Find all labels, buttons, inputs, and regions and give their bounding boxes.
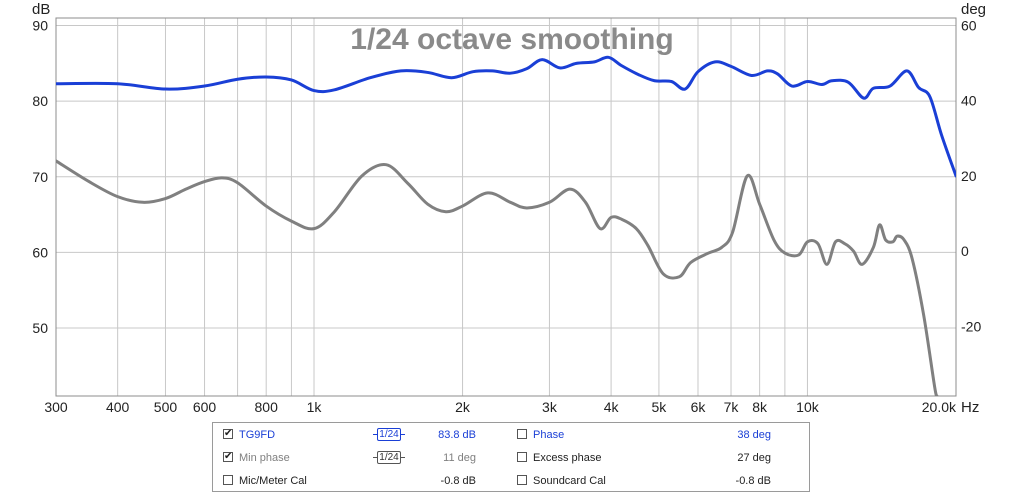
right-axis-tick-label: -20	[961, 318, 981, 334]
phase-label: Phase	[533, 429, 565, 441]
tg9fd-smoothing-selector[interactable]: 1/24	[373, 428, 407, 442]
min-phase-smoothing-selector[interactable]: 1/24	[373, 451, 407, 465]
legend-row: ✔ Min phase 1/24 11 deg Excess phase 27 …	[213, 449, 809, 467]
left-axis-tick-label: 80	[32, 93, 48, 109]
x-axis-tick-label: 2k	[455, 399, 471, 415]
legend-panel: ✔ TG9FD 1/24 83.8 dB Phase 38 deg ✔ Min …	[212, 422, 810, 492]
x-axis-tick-label: 300	[44, 399, 68, 415]
right-axis-tick-label: 20	[961, 168, 977, 184]
x-axis-tick-label: 5k	[652, 399, 668, 415]
x-axis-tick-label: 500	[154, 399, 178, 415]
soundcard-cal-value: -0.8 dB	[735, 475, 771, 487]
right-axis-tick-label: 40	[961, 93, 977, 109]
min-phase-smoothing-value: 1/24	[377, 451, 401, 464]
x-axis-tick-label: 800	[255, 399, 279, 415]
x-axis-tick-label: 6k	[691, 399, 707, 415]
x-axis-tick-label: 20.0k	[922, 399, 957, 415]
x-axis-tick-label: 600	[193, 399, 217, 415]
min-phase-line	[56, 159, 939, 396]
series-layer	[56, 55, 956, 396]
plot-border	[55, 17, 957, 397]
soundcard-cal-checkbox[interactable]	[517, 475, 527, 485]
frequency-response-chart: 90 80 70 60 50 60 40 20 0 -20 300 400 500 600 800 1k 2k 3…	[32, 1, 986, 416]
min-phase-value: 11 deg	[443, 452, 476, 464]
x-axis-unit: Hz	[961, 399, 979, 416]
x-axis-tick-label: 7k	[724, 399, 740, 415]
tg9fd-line	[56, 55, 956, 178]
min-phase-label: Min phase	[239, 452, 290, 464]
left-axis-tick-label: 50	[32, 320, 48, 336]
left-axis-tick-label: 90	[32, 18, 48, 34]
mic-meter-cal-checkbox[interactable]	[223, 475, 233, 485]
x-axis-tick-label: 400	[106, 399, 130, 415]
mic-meter-cal-value: -0.8 dB	[440, 475, 476, 487]
left-axis-unit: dB	[32, 1, 50, 18]
x-axis-tick-label: 1k	[307, 399, 323, 415]
tg9fd-value: 83.8 dB	[438, 429, 476, 441]
min-phase-checkbox[interactable]: ✔	[223, 451, 233, 462]
phase-value: 38 deg	[737, 429, 771, 441]
phase-checkbox[interactable]	[517, 429, 527, 439]
chart-title: 1/24 octave smoothing	[350, 23, 673, 56]
x-axis-tick-label: 3k	[542, 399, 558, 415]
x-axis-tick-label: 8k	[752, 399, 768, 415]
excess-phase-value: 27 deg	[737, 452, 771, 464]
legend-row: ✔ TG9FD 1/24 83.8 dB Phase 38 deg	[213, 426, 809, 444]
right-axis-tick-label: 0	[961, 243, 969, 259]
legend-row: Mic/Meter Cal -0.8 dB Soundcard Cal -0.8…	[213, 472, 809, 490]
x-axis-tick-label: 10k	[796, 399, 820, 415]
x-axis-tick-label: 4k	[604, 399, 620, 415]
left-axis-tick-label: 70	[32, 169, 48, 185]
excess-phase-label: Excess phase	[533, 452, 602, 464]
grid-lines	[55, 18, 957, 396]
mic-meter-cal-label: Mic/Meter Cal	[239, 475, 307, 487]
tg9fd-label: TG9FD	[239, 429, 276, 441]
right-axis-tick-label: 60	[961, 18, 977, 34]
excess-phase-checkbox[interactable]	[517, 452, 527, 462]
tg9fd-checkbox[interactable]: ✔	[223, 428, 233, 439]
axis-labels: 90 80 70 60 50 60 40 20 0 -20 300 400 500 600 800 1k 2k 3…	[32, 18, 981, 415]
soundcard-cal-label: Soundcard Cal	[533, 475, 606, 487]
left-axis-tick-label: 60	[32, 244, 48, 260]
right-axis-unit: deg	[961, 1, 986, 18]
tg9fd-smoothing-value: 1/24	[377, 428, 401, 441]
